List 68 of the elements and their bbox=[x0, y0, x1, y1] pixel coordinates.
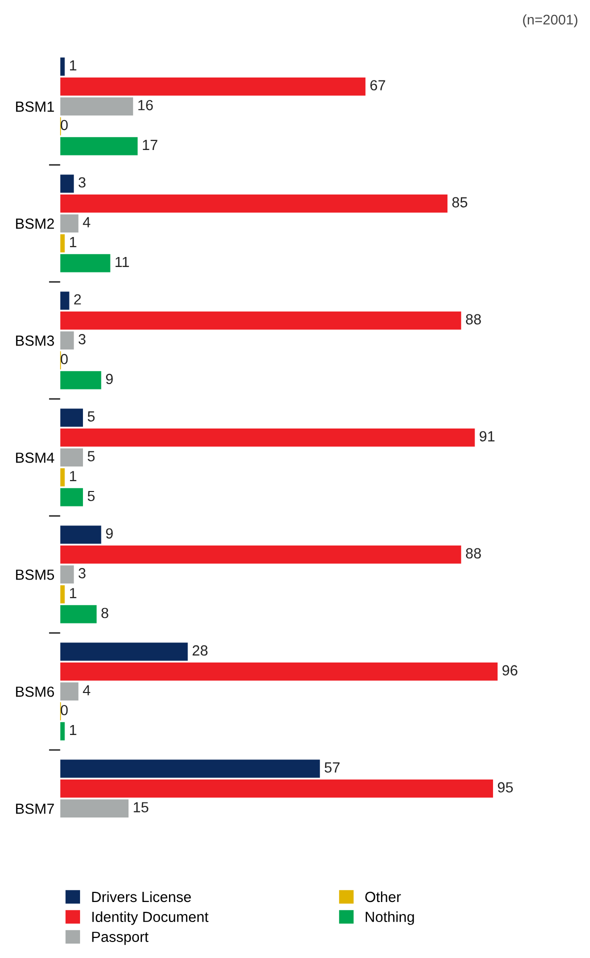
y-tick-label: BSM2 bbox=[16, 218, 54, 229]
bar bbox=[60, 642, 188, 661]
legend-label: Other bbox=[365, 891, 401, 902]
data-label: 1 bbox=[70, 60, 76, 70]
bar bbox=[60, 214, 78, 232]
bar bbox=[60, 799, 129, 818]
text: (n=2001) bbox=[523, 14, 578, 28]
data-label: 3 bbox=[78, 177, 86, 188]
bar bbox=[60, 311, 462, 330]
data-label: 11 bbox=[116, 256, 129, 267]
bar bbox=[60, 780, 494, 798]
data-label: 95 bbox=[498, 782, 513, 793]
bar bbox=[60, 97, 134, 116]
data-label: 9 bbox=[106, 374, 113, 384]
data-label: 2 bbox=[74, 294, 81, 304]
legend-label: Nothing bbox=[366, 911, 414, 925]
bar bbox=[60, 488, 83, 506]
data-label: 4 bbox=[82, 217, 90, 228]
bar bbox=[60, 448, 83, 467]
y-tick-label: BSM1 bbox=[16, 102, 54, 112]
bar bbox=[60, 605, 97, 624]
bar bbox=[60, 174, 74, 193]
bar bbox=[60, 545, 462, 564]
data-label: 91 bbox=[480, 431, 494, 442]
data-label: 17 bbox=[142, 140, 158, 150]
data-label: 88 bbox=[466, 314, 481, 324]
data-label: 3 bbox=[78, 568, 86, 578]
data-label: 1 bbox=[70, 471, 76, 482]
data-label: 5 bbox=[88, 451, 95, 462]
data-label: 4 bbox=[82, 685, 90, 696]
y-tick-label: BSM7 bbox=[16, 804, 54, 814]
data-label: 1 bbox=[70, 588, 76, 598]
legend-label: Identity Document bbox=[92, 911, 208, 925]
data-label: 96 bbox=[502, 665, 518, 676]
y-tick-label: BSM5 bbox=[16, 570, 54, 580]
legend-label: Passport bbox=[92, 932, 148, 945]
data-label: 1 bbox=[70, 237, 76, 248]
bar bbox=[60, 565, 74, 584]
data-label: 3 bbox=[78, 334, 86, 344]
bar bbox=[60, 662, 498, 681]
legend-label: Drivers License bbox=[92, 891, 191, 902]
bar bbox=[60, 682, 78, 701]
bar bbox=[60, 77, 366, 96]
data-label: 5 bbox=[88, 411, 95, 422]
bar bbox=[60, 194, 448, 213]
y-tick-label: BSM4 bbox=[16, 452, 54, 463]
data-label: 1 bbox=[70, 724, 76, 736]
bar bbox=[60, 428, 475, 447]
data-label: 67 bbox=[370, 80, 386, 90]
y-tick-label: BSM6 bbox=[16, 686, 54, 697]
bar bbox=[60, 760, 320, 778]
y-tick-label: BSM3 bbox=[16, 336, 54, 346]
data-label: 9 bbox=[106, 528, 113, 539]
bar bbox=[60, 254, 110, 272]
data-label: 28 bbox=[192, 645, 208, 656]
bar bbox=[60, 292, 70, 310]
data-label: 85 bbox=[452, 197, 468, 208]
bar bbox=[60, 408, 83, 427]
data-label: 88 bbox=[466, 548, 481, 558]
data-label: 57 bbox=[324, 762, 340, 773]
data-label: 8 bbox=[101, 608, 108, 618]
data-label: 5 bbox=[88, 490, 95, 502]
bar bbox=[60, 331, 74, 350]
data-label: 16 bbox=[138, 100, 153, 110]
data-label: 15 bbox=[134, 802, 148, 812]
bar bbox=[60, 526, 102, 544]
bar bbox=[60, 371, 102, 390]
bar bbox=[60, 137, 138, 156]
